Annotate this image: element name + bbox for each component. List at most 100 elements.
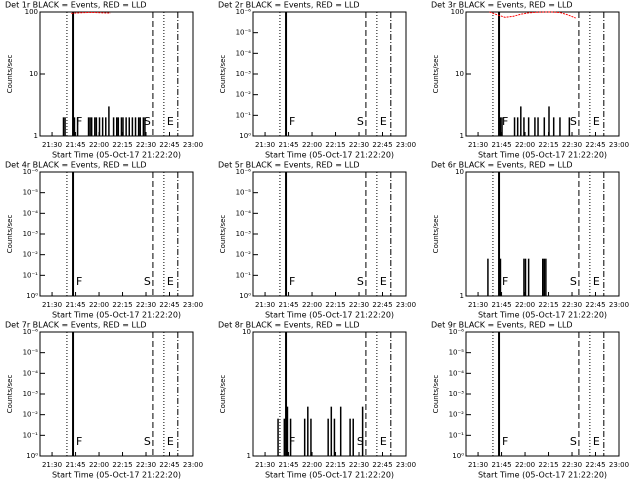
x-tick-label: 23:00 — [183, 461, 203, 469]
x-tick-label: 22:00 — [89, 141, 109, 149]
x-tick-label: 21:45 — [278, 141, 298, 149]
x-axis-label: Start Time (05-Oct-17 21:22:20) — [265, 151, 394, 160]
x-tick-label: 23:00 — [609, 461, 629, 469]
x-axis-label: Start Time (05-Oct-17 21:22:20) — [265, 471, 394, 480]
x-tick-label: 22:15 — [112, 141, 132, 149]
x-tick-label: 21:45 — [491, 141, 511, 149]
x-tick-label: 22:30 — [562, 301, 582, 309]
x-tick-label: 22:15 — [112, 461, 132, 469]
x-tick-label: 21:30 — [42, 141, 62, 149]
y-tick-label: 10⁰ — [452, 452, 464, 460]
y-axis-label: Counts/sec — [432, 215, 440, 254]
x-tick-label: 22:30 — [349, 301, 369, 309]
lld-line — [71, 12, 111, 14]
x-tick-label: 22:30 — [349, 461, 369, 469]
y-tick-label: 100 — [25, 8, 38, 16]
x-tick-label: 22:45 — [585, 141, 605, 149]
x-tick-label: 22:45 — [372, 301, 392, 309]
x-tick-label: 22:30 — [349, 141, 369, 149]
x-tick-label: 22:45 — [159, 141, 179, 149]
chart-title: Det 9r BLACK = Events, RED = LLD — [431, 321, 573, 330]
x-tick-label: 22:45 — [372, 141, 392, 149]
x-tick-label: 22:00 — [89, 461, 109, 469]
x-tick-label: 21:30 — [42, 461, 62, 469]
x-tick-label: 21:30 — [468, 301, 488, 309]
y-tick-label: 10⁻⁵ — [23, 349, 39, 357]
lld-line — [489, 11, 576, 19]
y-tick-label: 1 — [460, 292, 464, 300]
x-tick-label: 21:45 — [65, 461, 85, 469]
y-tick-label: 10⁰ — [26, 452, 38, 460]
y-tick-label: 100 — [451, 8, 464, 16]
x-tick-label: 22:15 — [112, 301, 132, 309]
x-axis-label: Start Time (05-Oct-17 21:22:20) — [478, 151, 607, 160]
y-tick-label: 10 — [455, 168, 464, 176]
chart-title: Det 1r BLACK = Events, RED = LLD — [5, 1, 147, 10]
y-tick-label: 10⁻¹ — [236, 111, 252, 119]
x-tick-label: 21:45 — [491, 461, 511, 469]
x-tick-label: 22:00 — [515, 141, 535, 149]
x-tick-label: 21:45 — [65, 301, 85, 309]
y-tick-label: 10⁻⁵ — [236, 189, 252, 197]
y-tick-label: 10⁻⁵ — [449, 349, 465, 357]
y-tick-label: 10⁻⁵ — [23, 189, 39, 197]
marker-label: E — [167, 275, 174, 288]
marker-label: S — [357, 115, 364, 128]
x-tick-label: 22:45 — [585, 301, 605, 309]
x-tick-label: 22:45 — [159, 301, 179, 309]
marker-label: F — [289, 435, 295, 448]
y-tick-label: 10⁻² — [236, 251, 252, 259]
marker-label: E — [167, 115, 174, 128]
marker-label: E — [380, 115, 387, 128]
y-axis-label: Counts/sec — [432, 375, 440, 414]
y-tick-label: 10⁻² — [23, 251, 39, 259]
y-tick-label: 10 — [242, 328, 251, 336]
marker-label: S — [357, 275, 364, 288]
marker-label: F — [76, 275, 82, 288]
y-tick-label: 10⁻⁶ — [449, 328, 465, 336]
x-tick-label: 22:30 — [136, 461, 156, 469]
chart-title: Det 3r BLACK = Events, RED = LLD — [431, 1, 573, 10]
y-axis-label: Counts/sec — [6, 375, 14, 414]
marker-label: F — [76, 435, 82, 448]
plot-frame — [252, 331, 407, 457]
y-tick-label: 10 — [29, 70, 38, 78]
y-axis-label: Counts/sec — [219, 375, 227, 414]
x-tick-label: 21:30 — [255, 141, 275, 149]
y-axis-label: Counts/sec — [6, 55, 14, 94]
x-tick-label: 21:30 — [255, 301, 275, 309]
x-tick-label: 22:00 — [89, 301, 109, 309]
x-tick-label: 22:30 — [562, 461, 582, 469]
y-tick-label: 10⁻¹ — [236, 271, 252, 279]
x-axis-label: Start Time (05-Oct-17 21:22:20) — [478, 471, 607, 480]
y-tick-label: 10⁻⁴ — [449, 369, 465, 377]
chart-title: Det 8r BLACK = Events, RED = LLD — [218, 321, 360, 330]
x-tick-label: 23:00 — [396, 461, 416, 469]
x-tick-label: 22:15 — [538, 141, 558, 149]
y-tick-label: 10⁻⁶ — [23, 168, 39, 176]
y-tick-label: 10⁻¹ — [23, 271, 39, 279]
y-tick-label: 10⁻⁴ — [23, 209, 39, 217]
x-tick-label: 22:45 — [159, 461, 179, 469]
y-tick-label: 1 — [34, 132, 38, 140]
x-tick-label: 21:30 — [255, 461, 275, 469]
x-tick-label: 22:15 — [325, 141, 345, 149]
x-tick-label: 23:00 — [396, 141, 416, 149]
marker-label: S — [570, 275, 577, 288]
y-tick-label: 10⁰ — [26, 292, 38, 300]
x-tick-label: 22:30 — [136, 141, 156, 149]
y-tick-label: 10⁻² — [23, 411, 39, 419]
marker-label: F — [76, 115, 82, 128]
marker-label: E — [593, 435, 600, 448]
x-tick-label: 22:00 — [302, 141, 322, 149]
y-tick-label: 10⁻⁵ — [236, 29, 252, 37]
y-tick-label: 10⁻³ — [23, 390, 39, 398]
marker-label: E — [593, 115, 600, 128]
x-tick-label: 23:00 — [183, 301, 203, 309]
chart-title: Det 5r BLACK = Events, RED = LLD — [218, 161, 360, 170]
x-tick-label: 22:00 — [515, 461, 535, 469]
x-tick-label: 22:00 — [302, 461, 322, 469]
marker-label: E — [167, 435, 174, 448]
marker-label: E — [380, 275, 387, 288]
